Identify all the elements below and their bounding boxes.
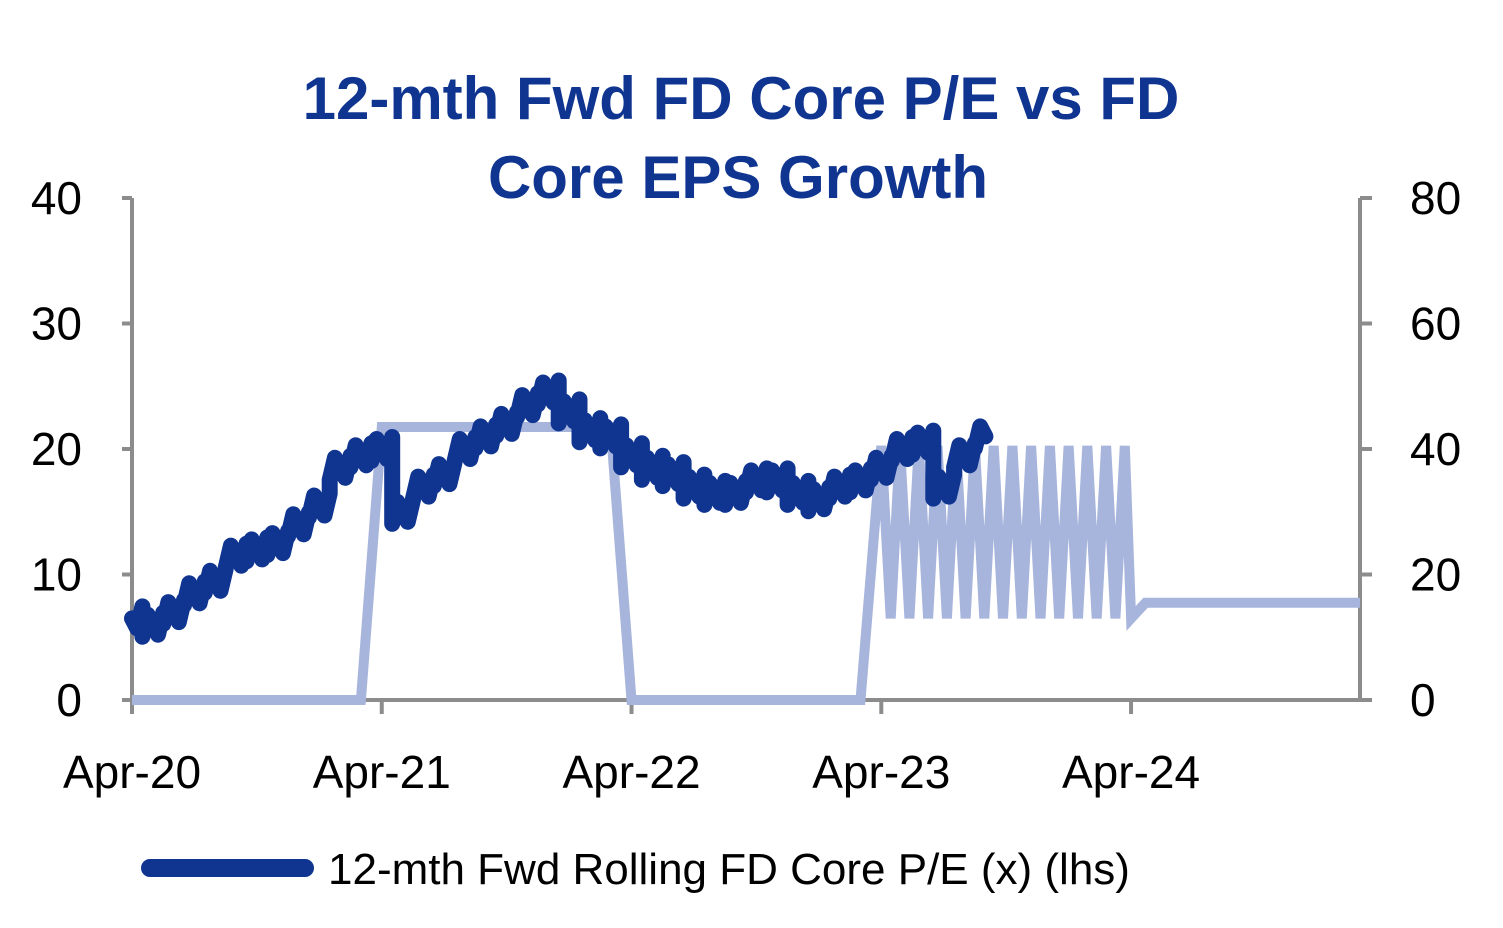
series-layer bbox=[124, 372, 1360, 705]
x-axis-tick-label: Apr-23 bbox=[812, 746, 950, 798]
legend: 12-mth Fwd Rolling FD Core P/E (x) (lhs) bbox=[141, 845, 1130, 894]
axes bbox=[122, 196, 1372, 714]
x-axis-tick-label: Apr-20 bbox=[63, 746, 201, 798]
left-axis-tick-label: 20 bbox=[31, 423, 82, 475]
left-axis-tick-label: 0 bbox=[56, 674, 82, 726]
x-axis-tick-label: Apr-21 bbox=[313, 746, 451, 798]
chart-title-line-1: 12-mth Fwd FD Core P/E vs FD bbox=[303, 65, 1180, 132]
legend-label-pe: 12-mth Fwd Rolling FD Core P/E (x) (lhs) bbox=[328, 845, 1130, 894]
series-eps-growth-line bbox=[132, 422, 1360, 705]
left-axis-tick-label: 30 bbox=[31, 298, 82, 350]
tick-labels: 0 10 20 30 40 0 20 40 60 80 Apr-20 Apr-21 Apr-22 Apr-… bbox=[31, 172, 1461, 798]
x-axis-tick-label: Apr-24 bbox=[1062, 746, 1200, 798]
chart-title-line-2: Core EPS Growth bbox=[488, 144, 988, 211]
right-axis-tick-label: 40 bbox=[1410, 423, 1461, 475]
right-axis-tick-label: 80 bbox=[1410, 172, 1461, 224]
right-axis-tick-label: 0 bbox=[1410, 674, 1436, 726]
left-axis-tick-label: 10 bbox=[31, 549, 82, 601]
series-pe-line bbox=[124, 372, 994, 645]
right-axis-tick-label: 20 bbox=[1410, 549, 1461, 601]
left-axis-tick-label: 40 bbox=[31, 172, 82, 224]
x-axis-tick-label: Apr-22 bbox=[562, 746, 700, 798]
right-axis-tick-label: 60 bbox=[1410, 298, 1461, 350]
